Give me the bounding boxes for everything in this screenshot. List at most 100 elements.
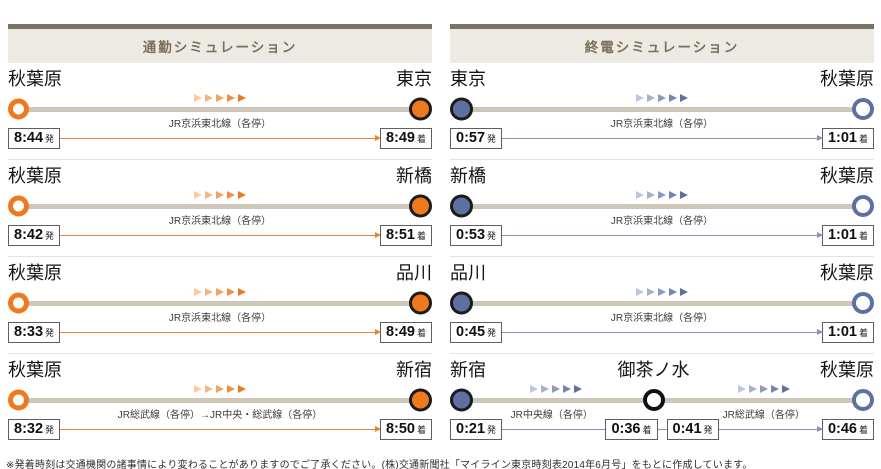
arrival-time-box: 0:46 着 (821, 419, 874, 440)
depart-suffix: 発 (45, 425, 55, 435)
arrival-time-box: 1:01 着 (821, 322, 874, 343)
departure-time: 8:42 (14, 227, 44, 243)
route-row: 秋葉原 新橋 JR京浜東北線（各停） 8:42 発 8:51 着 (8, 159, 432, 256)
direction-arrows-icon (194, 385, 246, 393)
header-strip (450, 24, 874, 29)
departure-time: 0:21 (456, 421, 486, 437)
travel-connector (60, 135, 381, 141)
transfer-station-label: 御茶ノ水 (617, 360, 690, 380)
line-name-label: JR京浜東北線（各停） (610, 313, 714, 324)
direction-arrows-icon (636, 191, 688, 199)
route-track: JR京浜東北線（各停） (450, 188, 874, 227)
destination-station-marker-icon (852, 98, 874, 120)
arrival-time-box: 8:51 着 (379, 225, 432, 246)
destination-station-label: 品川 (396, 263, 432, 283)
route-row: 新橋 秋葉原 JR京浜東北線（各停） 0:53 発 1:01 着 (450, 159, 874, 256)
destination-station-marker-icon (409, 97, 432, 121)
last-train-panel-header: 終電シミュレーション (450, 24, 874, 63)
origin-station-label: 秋葉原 (8, 263, 62, 283)
arrive-suffix: 着 (416, 328, 426, 338)
arrival-time-box: 8:49 着 (379, 322, 432, 343)
arrival-time: 1:01 (827, 324, 857, 340)
route-track: JR京浜東北線（各停） (8, 91, 432, 130)
destination-station-marker-icon (852, 195, 874, 217)
arrive-suffix: 着 (858, 425, 868, 435)
arrival-time: 8:51 (385, 227, 415, 243)
route-track: JR中央線（各停） JR総武線（各停） (450, 382, 874, 421)
station-names: 東京 秋葉原 (450, 69, 874, 91)
line-name-label: JR京浜東北線（各停） (168, 119, 272, 130)
line-name-label: JR京浜東北線（各停） (610, 119, 714, 130)
direction-arrows-icon (194, 288, 246, 296)
arrival-time: 8:50 (385, 421, 415, 437)
origin-station-marker-icon (8, 98, 29, 120)
panel-columns: 通勤シミュレーション 秋葉原 東京 JR京浜東北線（各停） 8:44 発 (8, 24, 874, 450)
time-row: 8:44 発 8:49 着 (8, 128, 432, 149)
depart-suffix: 発 (45, 231, 55, 241)
station-names: 秋葉原 新宿 (8, 360, 432, 382)
arrive-suffix: 着 (642, 425, 652, 435)
destination-station-label: 新宿 (396, 360, 432, 380)
rail-line (459, 204, 865, 209)
line-name-label: JR総武線（各停） (722, 410, 805, 421)
travel-connector (60, 329, 381, 335)
route-track: JR総武線（各停）→JR中央・総武線（各停） (8, 382, 432, 421)
departure-time: 8:33 (14, 324, 44, 340)
destination-station-label: 新橋 (396, 166, 432, 186)
arrive-suffix: 着 (416, 134, 426, 144)
last-train-panel: 終電シミュレーション 東京 秋葉原 JR京浜東北線（各停） 0:57 発 (450, 24, 874, 450)
transfer-connector (657, 429, 667, 430)
arrival-time-box: 1:01 着 (821, 225, 874, 246)
route-track: JR京浜東北線（各停） (8, 188, 432, 227)
origin-station-marker-icon (8, 292, 29, 314)
travel-connector (60, 232, 381, 238)
rail-line (459, 301, 865, 306)
panel-title: 終電シミュレーション (584, 40, 740, 55)
arrival-time: 1:01 (827, 227, 857, 243)
station-names: 秋葉原 東京 (8, 69, 432, 91)
depart-suffix: 発 (703, 425, 713, 435)
route-row: 秋葉原 品川 JR京浜東北線（各停） 8:33 発 8:49 着 (8, 256, 432, 353)
travel-connector (502, 429, 606, 430)
rail-line (17, 301, 423, 306)
transfer-arrival-time-box: 0:36 着 (605, 419, 658, 440)
arrive-suffix: 着 (416, 231, 426, 241)
arrival-time: 0:46 (827, 421, 857, 437)
departure-time-box: 0:45 発 (450, 322, 503, 343)
travel-connector (502, 232, 823, 238)
transfer-arrival-time: 0:36 (611, 421, 641, 437)
origin-station-marker-icon (450, 194, 473, 218)
direction-arrows-icon (194, 94, 246, 102)
origin-station-label: 新宿 (450, 360, 486, 380)
arrive-suffix: 着 (858, 134, 868, 144)
departure-time: 8:32 (14, 421, 44, 437)
route-row: 秋葉原 新宿 JR総武線（各停）→JR中央・総武線（各停） 8:32 発 8:50… (8, 353, 432, 450)
arrival-time: 8:49 (385, 324, 415, 340)
departure-time-box: 8:44 発 (8, 128, 61, 149)
commute-panel: 通勤シミュレーション 秋葉原 東京 JR京浜東北線（各停） 8:44 発 (8, 24, 432, 450)
departure-time-box: 0:53 発 (450, 225, 503, 246)
route-track: JR京浜東北線（各停） (450, 285, 874, 324)
origin-station-label: 東京 (450, 69, 486, 89)
route-row: 東京 秋葉原 JR京浜東北線（各停） 0:57 発 1:01 着 (450, 63, 874, 159)
departure-time: 0:57 (456, 130, 486, 146)
panel-title: 通勤シミュレーション (142, 40, 298, 55)
origin-station-marker-icon (450, 291, 473, 315)
depart-suffix: 発 (487, 425, 497, 435)
departure-time-box: 0:57 発 (450, 128, 503, 149)
rail-line (17, 204, 423, 209)
footnote: ※発着時刻は交通機関の諸事情により変わることがありますのでご了承ください。(株)… (6, 460, 753, 469)
origin-station-label: 新橋 (450, 166, 486, 186)
direction-arrows-icon (530, 385, 582, 393)
direction-arrows-icon (636, 288, 688, 296)
rail-line (17, 107, 423, 112)
time-row: 8:32 発 8:50 着 (8, 419, 432, 440)
arrival-time-box: 1:01 着 (821, 128, 874, 149)
destination-station-marker-icon (409, 388, 432, 412)
departure-time: 8:44 (14, 130, 44, 146)
time-row: 8:33 発 8:49 着 (8, 322, 432, 343)
depart-suffix: 発 (487, 328, 497, 338)
depart-suffix: 発 (45, 328, 55, 338)
travel-connector (502, 329, 823, 335)
